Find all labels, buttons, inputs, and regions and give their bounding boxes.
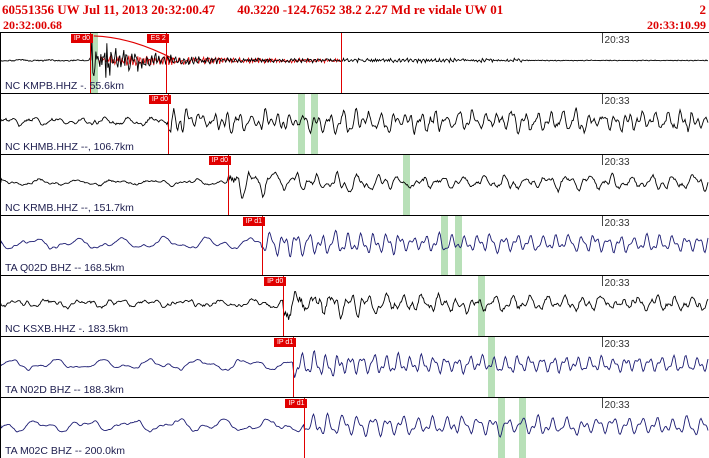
window-end-time: 20:33:10.99 <box>647 17 706 32</box>
minute-time-label: 20:33 <box>604 400 630 412</box>
pick-flag[interactable]: IP d0 <box>148 94 171 104</box>
event-location-magnitude: 40.3220 -124.7652 38.2 2.27 Md re vidale… <box>237 1 504 17</box>
pick-flag[interactable]: IP d1 <box>285 399 308 409</box>
minute-tick <box>601 215 603 226</box>
pick-line[interactable] <box>283 276 285 337</box>
minute-tick <box>601 33 603 43</box>
minute-tick <box>601 93 603 104</box>
station-label: NC KSXB.HHZ -. 183.5km <box>5 323 129 336</box>
event-id-origin: 60551356 UW Jul 11, 2013 20:32:00.47 <box>2 1 216 17</box>
minute-time-label: 20:33 <box>604 35 630 46</box>
trace-row[interactable]: TA N02D BHZ -- 188.3km 20:33 IP d1 <box>1 337 709 399</box>
waveform[interactable] <box>1 33 709 93</box>
minute-tick <box>601 154 603 165</box>
trace-row[interactable]: TA Q02D BHZ -- 168.5km 20:33 IP d1 <box>1 215 709 277</box>
trace-row[interactable]: TA M02C BHZ -- 200.0km 20:33 IP d1 <box>1 398 709 458</box>
waveform[interactable] <box>1 398 709 458</box>
coda-window <box>441 215 449 276</box>
minute-time-label: 20:33 <box>604 156 630 168</box>
pick-flag[interactable]: IP d0 <box>208 155 231 165</box>
coda-window <box>90 33 98 93</box>
minute-time-label: 20:33 <box>604 217 630 229</box>
station-label: TA N02D BHZ -- 188.3km <box>5 384 124 397</box>
pick-flag[interactable]: IP d1 <box>274 338 297 348</box>
time-window-bar: 20:32:00.68 20:33:10.99 <box>0 18 709 32</box>
event-header: 60551356 UW Jul 11, 2013 20:32:00.47 40.… <box>0 0 709 18</box>
pick-line[interactable] <box>293 337 295 398</box>
trace-panel: NC KMPB.HHZ -. 55.6km 20:33 IP d0 ES 2 NC… <box>0 32 709 458</box>
pick-line[interactable] <box>166 33 168 93</box>
station-label: NC KHMB.HHZ --, 106.7km <box>5 140 134 153</box>
trace-row[interactable]: NC KMPB.HHZ -. 55.6km 20:33 IP d0 ES 2 <box>1 33 709 94</box>
event-count: 2 <box>699 1 707 17</box>
waveform[interactable] <box>1 337 709 397</box>
pick-line[interactable] <box>227 154 229 215</box>
window-start-time: 20:32:00.68 <box>3 17 62 32</box>
minute-tick <box>601 276 603 287</box>
duration-marker <box>341 33 343 93</box>
waveform[interactable] <box>1 216 709 276</box>
station-label: NC KMPB.HHZ -. 55.6km <box>5 79 125 92</box>
travel-time-curve <box>93 35 176 60</box>
minute-tick <box>601 337 603 348</box>
minute-time-label: 20:33 <box>604 339 630 351</box>
trace-row[interactable]: NC KSXB.HHZ -. 183.5km 20:33 IP d0 <box>1 276 709 338</box>
pick-flag[interactable]: IP d0 <box>264 277 287 287</box>
waveform[interactable] <box>1 94 709 154</box>
coda-window <box>310 93 318 154</box>
coda-window <box>497 398 505 458</box>
coda-window <box>519 398 527 458</box>
pick-flag[interactable]: IP d0 <box>70 34 93 43</box>
pick-flag[interactable]: IP d1 <box>242 216 265 226</box>
station-label: TA M02C BHZ -- 200.0km <box>5 445 126 458</box>
trace-row[interactable]: NC KHMB.HHZ --, 106.7km 20:33 IP d0 <box>1 93 709 155</box>
waveform[interactable] <box>1 155 709 215</box>
coda-window <box>297 93 305 154</box>
station-label: NC KRMB.HHZ --, 151.7km <box>5 201 134 214</box>
pick-line[interactable] <box>261 215 263 276</box>
pick-line[interactable] <box>167 93 169 154</box>
waveform[interactable] <box>1 276 709 336</box>
pick-line[interactable] <box>89 33 91 93</box>
trace-row[interactable]: NC KRMB.HHZ --, 151.7km 20:33 IP d0 <box>1 154 709 216</box>
station-label: TA Q02D BHZ -- 168.5km <box>5 262 125 275</box>
minute-tick <box>601 398 603 409</box>
minute-time-label: 20:33 <box>604 95 630 107</box>
pick-line[interactable] <box>304 398 306 458</box>
coda-window <box>487 337 495 398</box>
pick-flag[interactable]: ES 2 <box>147 34 170 43</box>
minute-time-label: 20:33 <box>604 278 630 290</box>
